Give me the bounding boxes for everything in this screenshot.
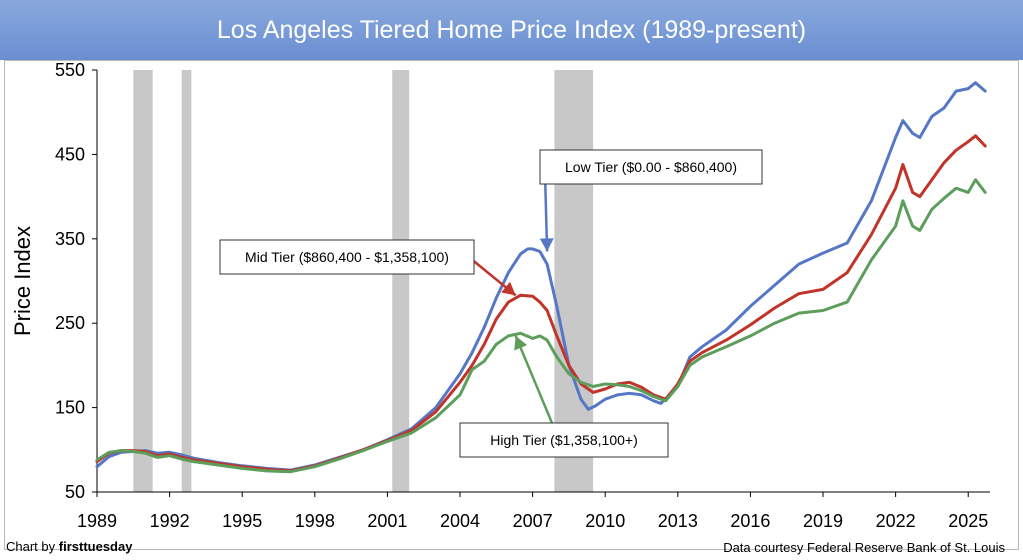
title-bar: Los Angeles Tiered Home Price Index (198… [0,0,1023,60]
x-tick-label: 2001 [367,511,407,531]
y-tick-label: 50 [65,482,85,502]
x-tick-label: 2019 [803,511,843,531]
annotation-arrow [514,335,554,424]
x-tick-label: 2004 [440,511,480,531]
chart-credit-prefix: Chart by [6,539,56,554]
y-tick-label: 250 [55,313,85,333]
x-tick-label: 1992 [150,511,190,531]
x-tick-label: 1998 [295,511,335,531]
data-source: Data courtesy Federal Reserve Bank of St… [723,540,1005,555]
recession-band [554,70,594,492]
recession-band [181,70,192,492]
x-tick-label: 2016 [730,511,770,531]
chart-credit: Chart by firsttuesday [6,539,132,554]
chart-frame [4,60,1019,550]
x-tick-label: 2007 [513,511,553,531]
y-tick-label: 150 [55,398,85,418]
x-tick-label: 2010 [585,511,625,531]
annotation-arrowhead [539,238,554,252]
annotation-label: High Tier ($1,358,100+) [490,432,637,448]
recession-band [392,70,410,492]
series-line-high-tier [95,178,987,474]
x-tick-label: 2013 [658,511,698,531]
annotation-arrowhead [501,281,516,296]
chart-title: Los Angeles Tiered Home Price Index (198… [216,16,807,44]
annotation-box [539,149,763,185]
x-tick-label: 2025 [948,511,988,531]
brand-name: firsttuesday [58,539,133,554]
x-tick-label: 2022 [876,511,916,531]
y-tick-label: 350 [55,229,85,249]
y-axis-label: Price Index [10,226,35,336]
annotation-label: Mid Tier ($860,400 - $1,358,100) [245,249,449,265]
annotation-label: Low Tier ($0.00 - $860,400) [565,159,737,175]
annotation-arrowhead [514,335,528,351]
series-line-low-tier [95,81,987,472]
annotation-box [459,422,669,458]
recession-band [133,70,153,492]
x-tick-label: 1995 [222,511,262,531]
x-tick-label: 1989 [77,511,117,531]
y-tick-label: 450 [55,144,85,164]
series-line-mid-tier [95,134,987,473]
annotation-box [219,239,475,275]
y-tick-label: 550 [55,60,85,80]
